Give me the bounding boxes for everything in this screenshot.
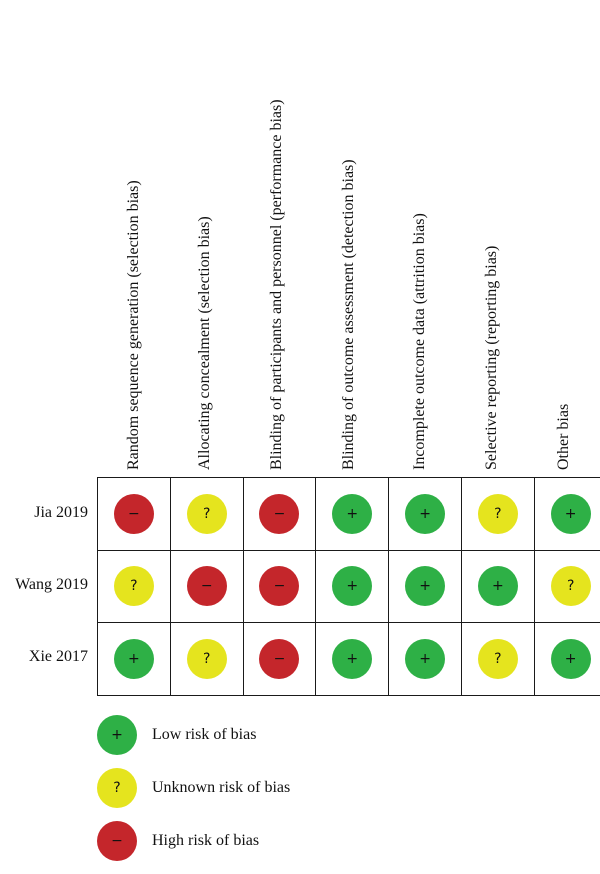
rating-cell: + (534, 478, 600, 551)
legend-item: ? Unknown risk of bias (97, 768, 290, 808)
rating-cell: ? (170, 623, 243, 696)
table-row: ?−−+++? (98, 550, 600, 623)
column-header-label: Blinding of participants and personnel (… (267, 99, 287, 470)
rating-cell: − (243, 550, 316, 623)
rating-cell: ? (461, 478, 534, 551)
rating-cell: − (243, 623, 316, 696)
unknown-risk-icon: ? (551, 566, 591, 606)
legend-item: + Low risk of bias (97, 715, 290, 755)
legend-label: Unknown risk of bias (152, 778, 290, 798)
unknown-risk-icon: ? (478, 639, 518, 679)
rating-cell: + (389, 478, 462, 551)
rating-cell: − (170, 550, 243, 623)
rating-cell: + (316, 550, 389, 623)
rating-cell: ? (534, 550, 600, 623)
rating-cell: − (98, 478, 171, 551)
low-risk-icon: + (405, 566, 445, 606)
high-risk-icon: − (259, 639, 299, 679)
rating-cell: + (461, 550, 534, 623)
high-risk-icon: − (259, 494, 299, 534)
unknown-risk-icon: ? (97, 768, 137, 808)
row-label: Xie 2017 (29, 647, 88, 667)
low-risk-icon: + (114, 639, 154, 679)
unknown-risk-icon: ? (187, 494, 227, 534)
rating-cell: ? (98, 550, 171, 623)
low-risk-icon: + (332, 566, 372, 606)
column-header-label: Selective reporting (reporting bias) (482, 246, 502, 470)
legend-label: Low risk of bias (152, 725, 256, 745)
rating-cell: + (98, 623, 171, 696)
rating-cell: + (534, 623, 600, 696)
unknown-risk-icon: ? (114, 566, 154, 606)
column-header-label: Incomplete outcome data (attrition bias) (410, 213, 430, 470)
rating-cell: ? (461, 623, 534, 696)
low-risk-icon: + (332, 494, 372, 534)
high-risk-icon: − (97, 821, 137, 861)
risk-of-bias-grid: −?−++?+?−−+++?+?−++?+ (97, 477, 600, 696)
column-header-label: Blinding of outcome assessment (detectio… (339, 159, 359, 470)
column-header-label: Allocating concealment (selection bias) (195, 216, 215, 470)
unknown-risk-icon: ? (187, 639, 227, 679)
low-risk-icon: + (478, 566, 518, 606)
legend-item: −High risk of bias (97, 821, 290, 861)
rating-cell: − (243, 478, 316, 551)
column-header-label: Other bias (554, 404, 574, 470)
column-header-label: Random sequence generation (selection bi… (124, 180, 144, 470)
low-risk-icon: + (551, 494, 591, 534)
rating-cell: + (389, 623, 462, 696)
high-risk-icon: − (187, 566, 227, 606)
row-label: Wang 2019 (15, 575, 88, 595)
rating-cell: + (316, 478, 389, 551)
legend-label: High risk of bias (152, 831, 259, 851)
high-risk-icon: − (259, 566, 299, 606)
table-row: −?−++?+ (98, 478, 600, 551)
rating-cell: + (316, 623, 389, 696)
low-risk-icon: + (551, 639, 591, 679)
low-risk-icon: + (405, 639, 445, 679)
low-risk-icon: + (405, 494, 445, 534)
low-risk-icon: + (332, 639, 372, 679)
low-risk-icon: + (97, 715, 137, 755)
rating-cell: + (389, 550, 462, 623)
rating-cell: ? (170, 478, 243, 551)
table-row: +?−++?+ (98, 623, 600, 696)
high-risk-icon: − (114, 494, 154, 534)
unknown-risk-icon: ? (478, 494, 518, 534)
row-label: Jia 2019 (34, 503, 88, 523)
legend: + Low risk of bias? Unknown risk of bias −H… (97, 715, 290, 874)
